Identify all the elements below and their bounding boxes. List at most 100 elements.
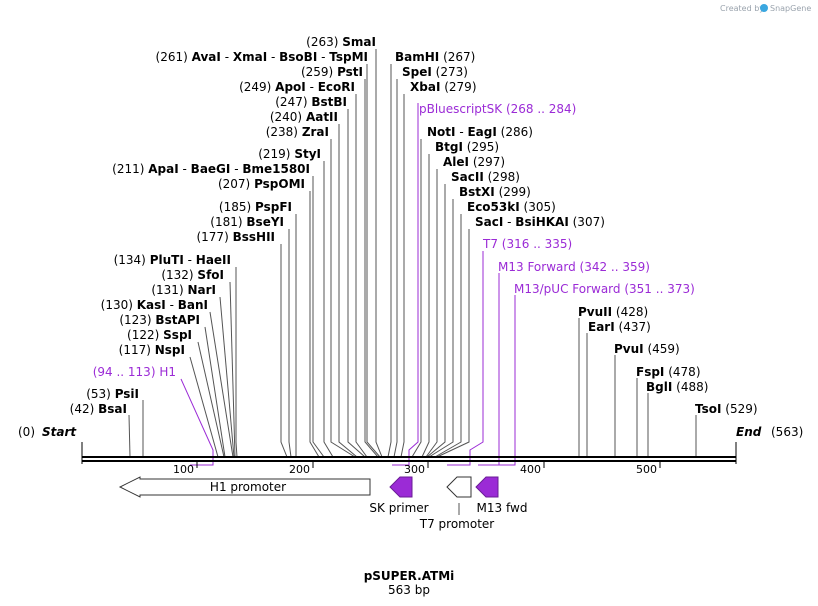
line-bseyi [288,229,292,458]
line-spei [393,79,398,458]
enzyme-label-bstapi: (123) BstAPI [119,313,200,327]
enzyme-label-nari: (131) NarI [151,283,216,297]
line-pspomi [309,191,320,458]
enzyme-label-noti: NotI - EagI (286) [427,125,533,139]
line-styi [323,161,334,458]
enzyme-label-bstxi: BstXI (299) [459,185,531,199]
sequence-length: 563 bp [388,583,430,597]
backbone [81,442,737,464]
primer-site-lines [180,103,516,466]
line-bani [209,311,234,458]
enzyme-label-eari: EarI (437) [588,320,651,334]
t7-promoter-arrow [446,476,472,498]
line-psti [364,79,379,458]
line-bstapi [204,326,226,458]
primer-site-label-m13forward: M13 Forward (342 .. 359) [498,260,650,274]
line-sfoi [229,281,236,458]
line-eagi [411,139,422,458]
enzyme-label-sspi: (122) SspI [127,328,192,342]
end-pos: (563) [771,425,803,439]
line-bsai [128,414,131,458]
line-bstxi [428,199,454,458]
line-bme1580i [312,176,325,458]
end-text: End [736,425,762,439]
enzyme-label-apoi: (249) ApoI - EcoRI [239,80,355,94]
t7-promoter-label: T7 promoter [419,517,495,531]
primer-site-label-h1: (94 .. 113) H1 [93,365,176,379]
m13-fwd-label: M13 fwd [477,501,528,515]
enzyme-label-bsshii: (177) BssHII [196,230,275,244]
sk-primer-arrow [389,476,413,498]
enzyme-label-psii: (53) PsiI [86,387,139,401]
end-label: End (563) [736,425,803,439]
tick-label: 300 [404,463,425,476]
watermark-text: Created by [720,4,764,13]
axis: 100 200 300 400 500 [173,462,661,476]
line-aatii [338,124,358,458]
primer-site-label-t7: T7 (316 .. 335) [482,237,572,251]
watermark-brand: SnapGene [770,4,811,13]
enzyme-label-sacii: SacII (298) [451,170,520,184]
line-bamhi [387,64,392,458]
map-title-block: pSUPER.ATMi 563 bp [364,569,455,597]
line-m13forward [478,273,500,466]
start-text: Start [42,425,77,439]
line-smai [375,49,383,458]
line-m13puc [490,295,516,466]
line-bsihkai [436,229,470,458]
primer-site-label-m13puc: M13/pUC Forward (351 .. 373) [514,282,695,296]
snapgene-logo-icon [760,4,768,12]
enzyme-labels-left: (263) SmaI (261) AvaI - XmaI - BsoBI - T… [70,35,376,416]
enzyme-label-spei: SpeI (273) [402,65,468,79]
h1-promoter-label: H1 promoter [210,480,286,494]
line-alei [425,169,438,458]
sk-primer-label: SK primer [369,501,428,515]
enzyme-label-xbai: XbaI (279) [410,80,477,94]
tick-label: 100 [173,463,194,476]
enzyme-label-pspfi: (185) PspFI [219,200,292,214]
line-pbluescriptsk [392,103,419,466]
enzyme-label-tsoi: TsoI (529) [695,402,758,416]
line-tspmi [366,64,381,458]
map-title: pSUPER.ATMi [364,569,455,583]
enzyme-label-psti: (259) PstI [301,65,363,79]
tick-label: 500 [636,463,657,476]
line-bstbi [347,109,366,458]
line-sacii [426,184,446,458]
tick-label: 200 [289,463,310,476]
m13-fwd-arrow [475,476,499,498]
enzyme-label-apai: (211) ApaI - BaeGI - Bme1580I [112,162,310,176]
watermark: Created by SnapGene [720,4,811,13]
enzyme-label-pvuii: PvuII (428) [578,305,648,319]
enzyme-label-sfoi: (132) SfoI [161,268,224,282]
start-label: (0) Start [18,425,77,439]
line-haeii [235,267,238,458]
enzyme-label-aatii: (240) AatII [270,110,338,124]
enzyme-label-smai: (263) SmaI [306,35,376,49]
enzyme-label-pluti: (134) PluTI - HaeII [114,253,231,267]
primer-site-labels: (94 .. 113) H1 pBluescriptSK (268 .. 284… [93,102,695,379]
line-btgi [421,154,430,458]
enzyme-label-btgi: BtgI (295) [435,140,499,154]
line-nari [219,296,235,458]
tick-label: 400 [520,463,541,476]
enzyme-label-avai: (261) AvaI - XmaI - BsoBI - TspMI [156,50,368,64]
enzyme-label-alei: AleI (297) [443,155,505,169]
line-eco53ki [434,214,462,458]
enzyme-label-bsai: (42) BsaI [70,402,127,416]
primer-site-label-pbluescriptsk: pBluescriptSK (268 .. 284) [419,102,576,116]
enzyme-label-bstbi: (247) BstBI [275,95,347,109]
enzyme-labels-right: BamHI (267) SpeI (273) XbaI (279) NotI -… [395,50,758,416]
enzyme-label-kasi: (130) KasI - BanI [101,298,208,312]
line-xbai [400,94,405,458]
enzyme-label-eco53ki: Eco53kI (305) [467,200,556,214]
enzyme-label-bamhi: BamHI (267) [395,50,475,64]
enzyme-lines [128,49,697,458]
enzyme-label-pspomi: (207) PspOMI [218,177,305,191]
line-bsshii [280,244,288,458]
features: H1 promoter SK primer T7 promoter M13 fw… [118,476,528,531]
enzyme-label-saci: SacI - BsiHKAI (307) [475,215,605,229]
enzyme-label-nspi: (117) NspI [119,343,185,357]
enzyme-label-bseyi: (181) BseYI [210,215,284,229]
